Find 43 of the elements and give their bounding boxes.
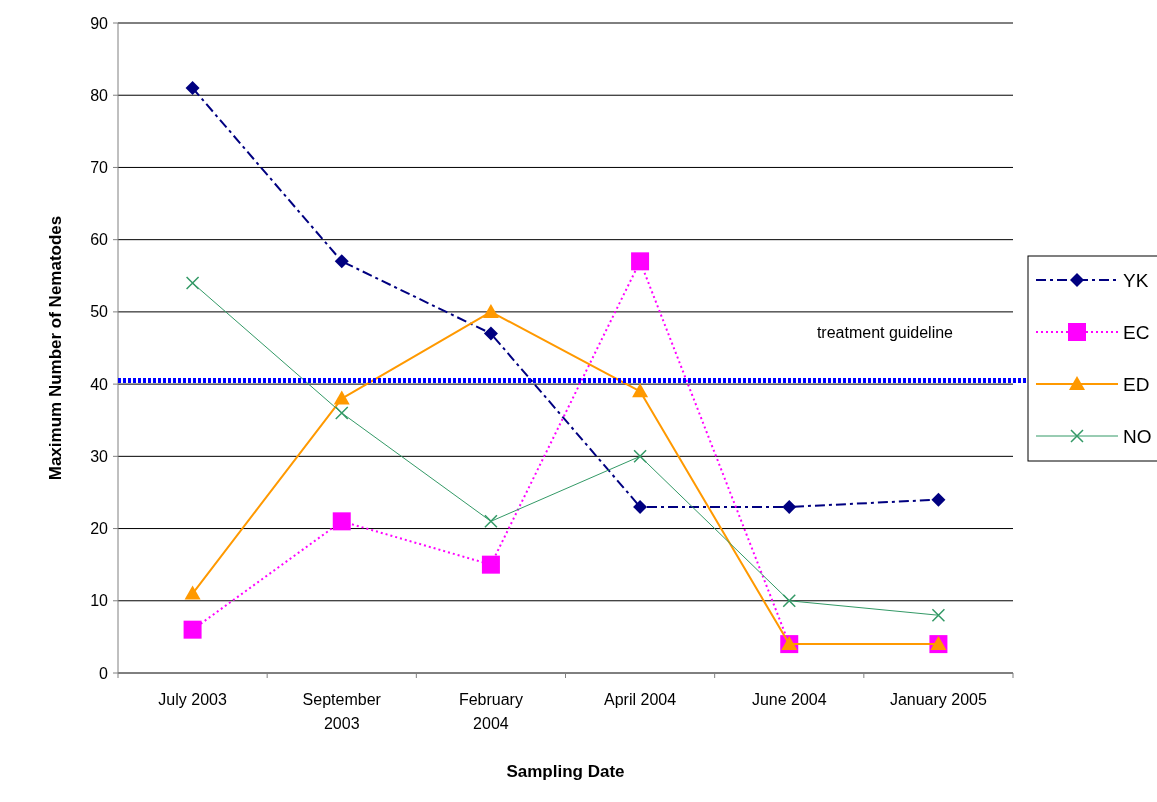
point [633, 449, 647, 464]
x-tick-label: April 2004 [604, 691, 677, 708]
y-tick-label: 60 [90, 231, 109, 249]
point [782, 594, 796, 608]
point [185, 276, 200, 290]
y-tick-label: 50 [90, 303, 109, 321]
point [782, 499, 797, 514]
point [631, 252, 650, 271]
x-tick-label: January 2005 [889, 691, 987, 708]
x-tick-label: July 2003 [158, 691, 227, 708]
y-tick-label: 20 [90, 520, 109, 538]
y-tick-label: 90 [90, 14, 109, 32]
point [482, 303, 499, 318]
point [185, 81, 200, 95]
point [334, 254, 349, 269]
point [481, 555, 500, 574]
point [332, 512, 351, 531]
legend-label: ED [1123, 373, 1150, 395]
legend-label: YK [1123, 269, 1149, 291]
point [931, 492, 946, 507]
y-axis-title: Maximum Number of Nematodes [46, 215, 65, 481]
point [632, 383, 649, 398]
y-tick-label: 10 [90, 592, 109, 610]
legend-label: NO [1123, 425, 1152, 447]
y-tick-label: 80 [90, 86, 109, 104]
x-tick-label: February 2004 [458, 691, 523, 732]
x-axis-title: Sampling Date [506, 762, 625, 781]
point [483, 326, 498, 341]
y-tick-label: 0 [99, 664, 109, 682]
point [184, 585, 201, 600]
x-tick-label: September 2003 [302, 691, 382, 732]
y-tick-label: 30 [90, 447, 109, 465]
ref-line-label: treatment guideline [816, 323, 954, 341]
y-tick-label: 40 [90, 375, 109, 393]
point [633, 499, 648, 514]
point [931, 608, 946, 622]
y-tick-label: 70 [90, 159, 109, 177]
x-tick-label: June 2004 [751, 691, 827, 708]
point [183, 620, 202, 639]
point [333, 390, 350, 405]
point [484, 514, 498, 529]
point [335, 406, 349, 420]
legend-label: EC [1123, 321, 1150, 343]
